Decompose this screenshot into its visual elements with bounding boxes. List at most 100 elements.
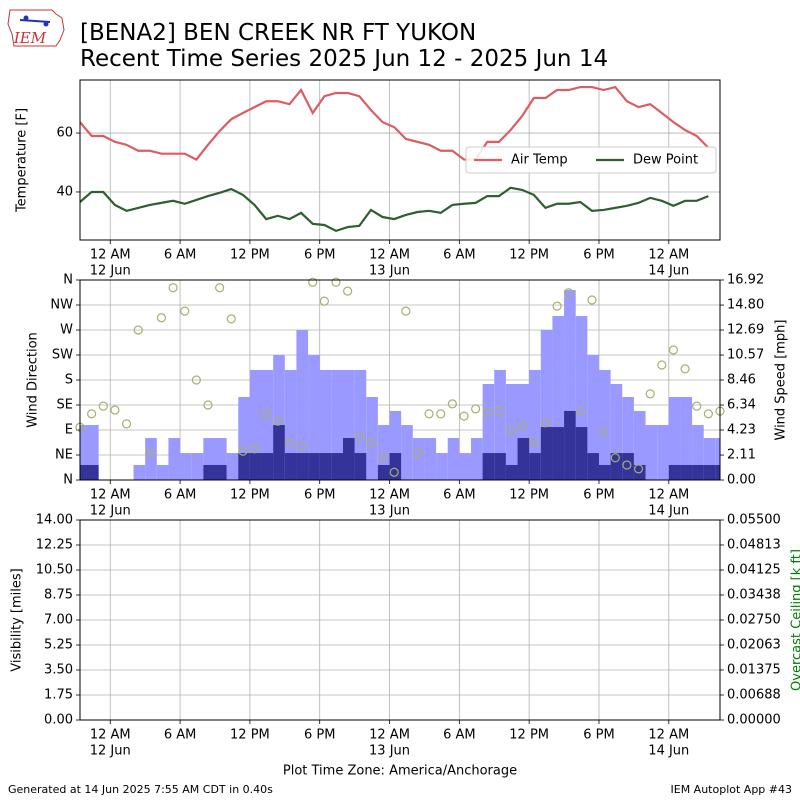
y2-tick-label: 0.05500 [727,513,781,528]
x-tick-label: 12 AM [90,248,131,263]
bar [331,369,343,480]
bar [564,410,576,480]
point [564,288,574,298]
bar [238,453,250,480]
x-tick-label: 6 AM [164,728,197,743]
bar [680,464,693,480]
point [180,306,190,316]
bar [80,464,87,480]
bar [598,464,611,480]
point [354,431,364,441]
point [645,389,655,399]
bar [249,453,262,480]
x-date-label: 14 Jun [648,504,689,519]
bar [482,453,495,480]
x-tick-label: 6 AM [443,248,476,263]
point [261,409,271,419]
x-tick-label: 12 PM [230,248,270,263]
bar [214,464,227,480]
bar [680,397,693,480]
logo-line [19,19,51,23]
y-axis-label: Wind Direction [26,332,41,428]
axes-frame [79,279,721,481]
y2-tick-label: 8.46 [727,373,756,388]
y-tick-label: NW [50,298,73,313]
bar [505,464,518,480]
point [98,401,108,411]
x-date-label: 13 Jun [369,264,410,279]
bar [354,369,367,480]
bar [575,427,588,480]
bar [598,369,611,480]
point [622,460,632,470]
point [110,405,120,415]
panel: 12 AM 6 AM 12 PM 6 PM 12 AM 6 AM 12 PM 6 PM 12 A… [26,273,789,519]
bar [238,397,250,480]
y2-tick-label: 0.02063 [727,637,781,652]
x-tick-label: 12 PM [230,728,270,743]
y-tick-label: 10.50 [36,563,73,578]
bar [354,453,367,480]
bar [715,464,720,480]
bar [284,453,297,480]
point [87,409,97,419]
bar [540,330,553,480]
x-date-label: 12 Jun [90,264,131,279]
y-tick-label: SE [57,398,73,413]
bar [214,438,227,480]
point [436,409,446,419]
x-tick-label: 6 PM [304,248,335,263]
point [203,400,213,410]
y2-tick-label: 0.01375 [727,663,781,678]
bar [86,464,99,480]
bar [692,425,704,480]
bar [412,438,425,480]
y2-tick-label: 0.03438 [727,587,781,602]
bar [575,316,588,480]
y-tick-label: 0.00 [44,713,73,728]
y-tick-label: 7.00 [44,613,73,628]
point [471,404,481,414]
bar [261,369,274,480]
point [552,301,562,311]
bar [284,369,297,480]
point [343,286,353,296]
x-axis-label: Plot Time Zone: America/Anchorage [283,764,517,779]
legend-label: Air Temp [511,153,568,168]
y-tick-label: S [65,373,73,388]
y-tick-label: 1.75 [44,688,73,703]
bar [494,453,506,480]
point [249,444,260,454]
bar [505,384,518,480]
x-tick-label: 6 PM [304,488,335,503]
point [308,277,318,287]
y2-tick-label: 0.00688 [727,687,781,702]
point [657,360,667,370]
point [296,441,306,451]
bar [564,290,576,480]
point [226,314,236,324]
panel: 12 AM 6 AM 12 PM 6 PM 12 AM 6 AM 12 PM 6 PM 12 A… [15,79,721,279]
x-tick-label: 6 PM [583,248,614,263]
y2-tick-label: 2.11 [727,448,756,463]
y2-axis-label: Wind Speed [mph] [774,320,789,441]
logo: IEM [7,9,65,47]
footer-left: Generated at 14 Jun 2025 7:55 AM CDT in … [8,783,273,796]
x-tick-label: 12 AM [369,728,410,743]
bar [296,453,309,480]
bar [86,425,99,480]
point [529,437,539,447]
x-tick-label: 6 PM [583,728,614,743]
y2-tick-label: 0.00000 [727,713,781,728]
point [156,313,167,323]
point [680,364,690,374]
x-tick-label: 12 AM [648,728,689,743]
point [133,325,143,335]
axes-frame [79,519,721,721]
bar [331,453,343,480]
point [703,409,713,419]
bar [203,438,215,480]
x-tick-label: 12 AM [369,248,410,263]
point [412,448,423,458]
